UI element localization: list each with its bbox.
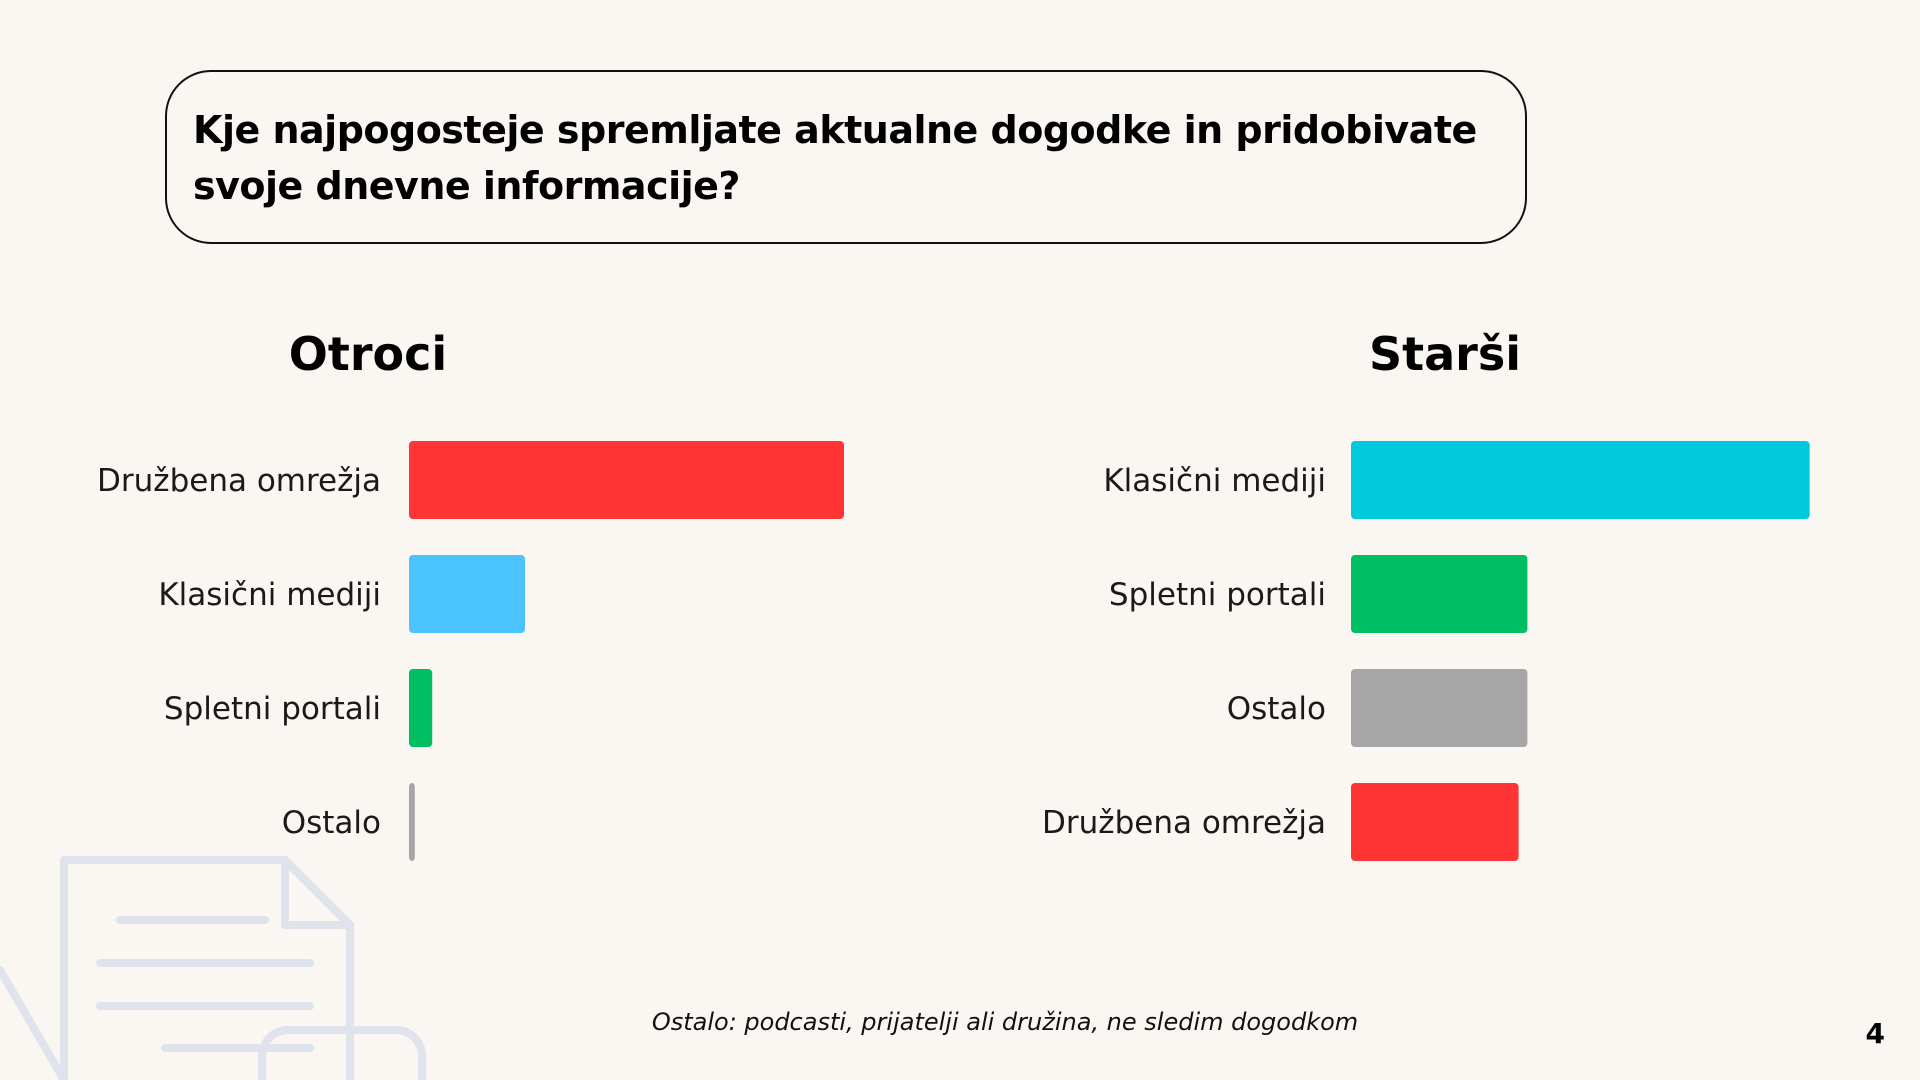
chart-title-starsi: Starši <box>1369 327 1521 381</box>
chart-starsi: Klasični mediji Spletni portali Ostalo Druž… <box>1042 441 1810 861</box>
bar-otroci-1 <box>409 555 525 633</box>
bar-otroci-2 <box>409 669 433 747</box>
page-number: 4 <box>1865 1017 1885 1050</box>
footnote: Ostalo: podcasti, prijatelji ali družina… <box>651 1008 1359 1036</box>
bar-otroci-0 <box>409 441 844 519</box>
bar-starsi-0 <box>1351 441 1810 519</box>
question-text: Kje najpogosteje spremljate aktualne dog… <box>193 108 1477 208</box>
bar-starsi-2 <box>1351 669 1528 747</box>
category-label-starsi-3: Družbena omrežja <box>1042 805 1326 841</box>
chart-otroci: Družbena omrežja Klasični mediji Spletni p… <box>97 441 844 861</box>
category-label-otroci-1: Klasični mediji <box>158 577 381 613</box>
category-label-starsi-0: Klasični mediji <box>1103 463 1326 499</box>
document-decoration-icon <box>0 856 426 1080</box>
bar-starsi-1 <box>1351 555 1528 633</box>
category-label-otroci-0: Družbena omrežja <box>97 463 381 499</box>
category-label-starsi-2: Ostalo <box>1227 691 1326 727</box>
bar-otroci-3 <box>409 783 415 861</box>
question-box: Kje najpogosteje spremljate aktualne dog… <box>165 70 1527 244</box>
category-label-otroci-2: Spletni portali <box>164 691 381 727</box>
bar-starsi-3 <box>1351 783 1519 861</box>
category-label-starsi-1: Spletni portali <box>1109 577 1326 613</box>
category-label-otroci-3: Ostalo <box>282 805 381 841</box>
chart-title-otroci: Otroci <box>289 327 447 381</box>
